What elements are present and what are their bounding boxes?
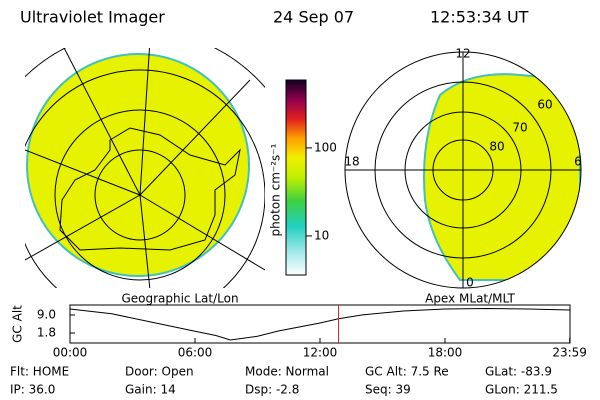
caption: Geographic Lat/Lon (121, 292, 238, 306)
time: 12:53:34 UT (430, 8, 529, 27)
date: 24 Sep 07 (273, 8, 354, 27)
status-field: GLon: 211.5 (485, 383, 558, 397)
geographic-map (25, 48, 265, 288)
polar-map: 12 18 6 0 60 70 80 (344, 47, 581, 290)
mlt-label: 6 (574, 155, 582, 169)
lat-label: 80 (489, 140, 504, 154)
lat-label: 60 (537, 98, 552, 112)
x-tick-label: 12:00 (303, 346, 338, 360)
mlt-label: 18 (344, 155, 359, 169)
x-tick-label: 06:00 (178, 346, 213, 360)
mlt-label: 12 (455, 47, 470, 61)
status-field: Dsp: -2.8 (245, 383, 299, 397)
y-label: GC Alt (11, 305, 25, 343)
status-field: IP: 36.0 (10, 383, 55, 397)
altitude-line (69, 307, 570, 341)
x-tick-label: 18:00 (428, 346, 463, 360)
colorbar-tick-label: 100 (314, 140, 337, 154)
colorbar-label: photon cm⁻²s⁻¹ (269, 143, 283, 236)
status-field: Gain: 14 (125, 383, 176, 397)
mlt-label: 0 (466, 276, 474, 290)
y-tick-label: 1.8 (37, 326, 56, 340)
x-tick-label: 00:00 (53, 346, 88, 360)
lat-label: 70 (512, 121, 527, 135)
x-tick-label: 23:59 (552, 346, 587, 360)
plot-frame (69, 304, 571, 344)
y-tick-label: 9.0 (37, 308, 56, 322)
status-field: Door: Open (125, 365, 194, 379)
status-field: Seq: 39 (365, 383, 411, 397)
title: Ultraviolet Imager (20, 8, 165, 27)
status-field: Flt: HOME (10, 365, 69, 379)
status-field: GC Alt: 7.5 Re (365, 365, 449, 379)
colorbar (285, 79, 307, 276)
caption: Apex MLat/MLT (425, 292, 515, 306)
colorbar-tick-label: 10 (314, 228, 329, 242)
status-field: Mode: Normal (245, 365, 329, 379)
status-field: GLat: -83.9 (485, 365, 552, 379)
